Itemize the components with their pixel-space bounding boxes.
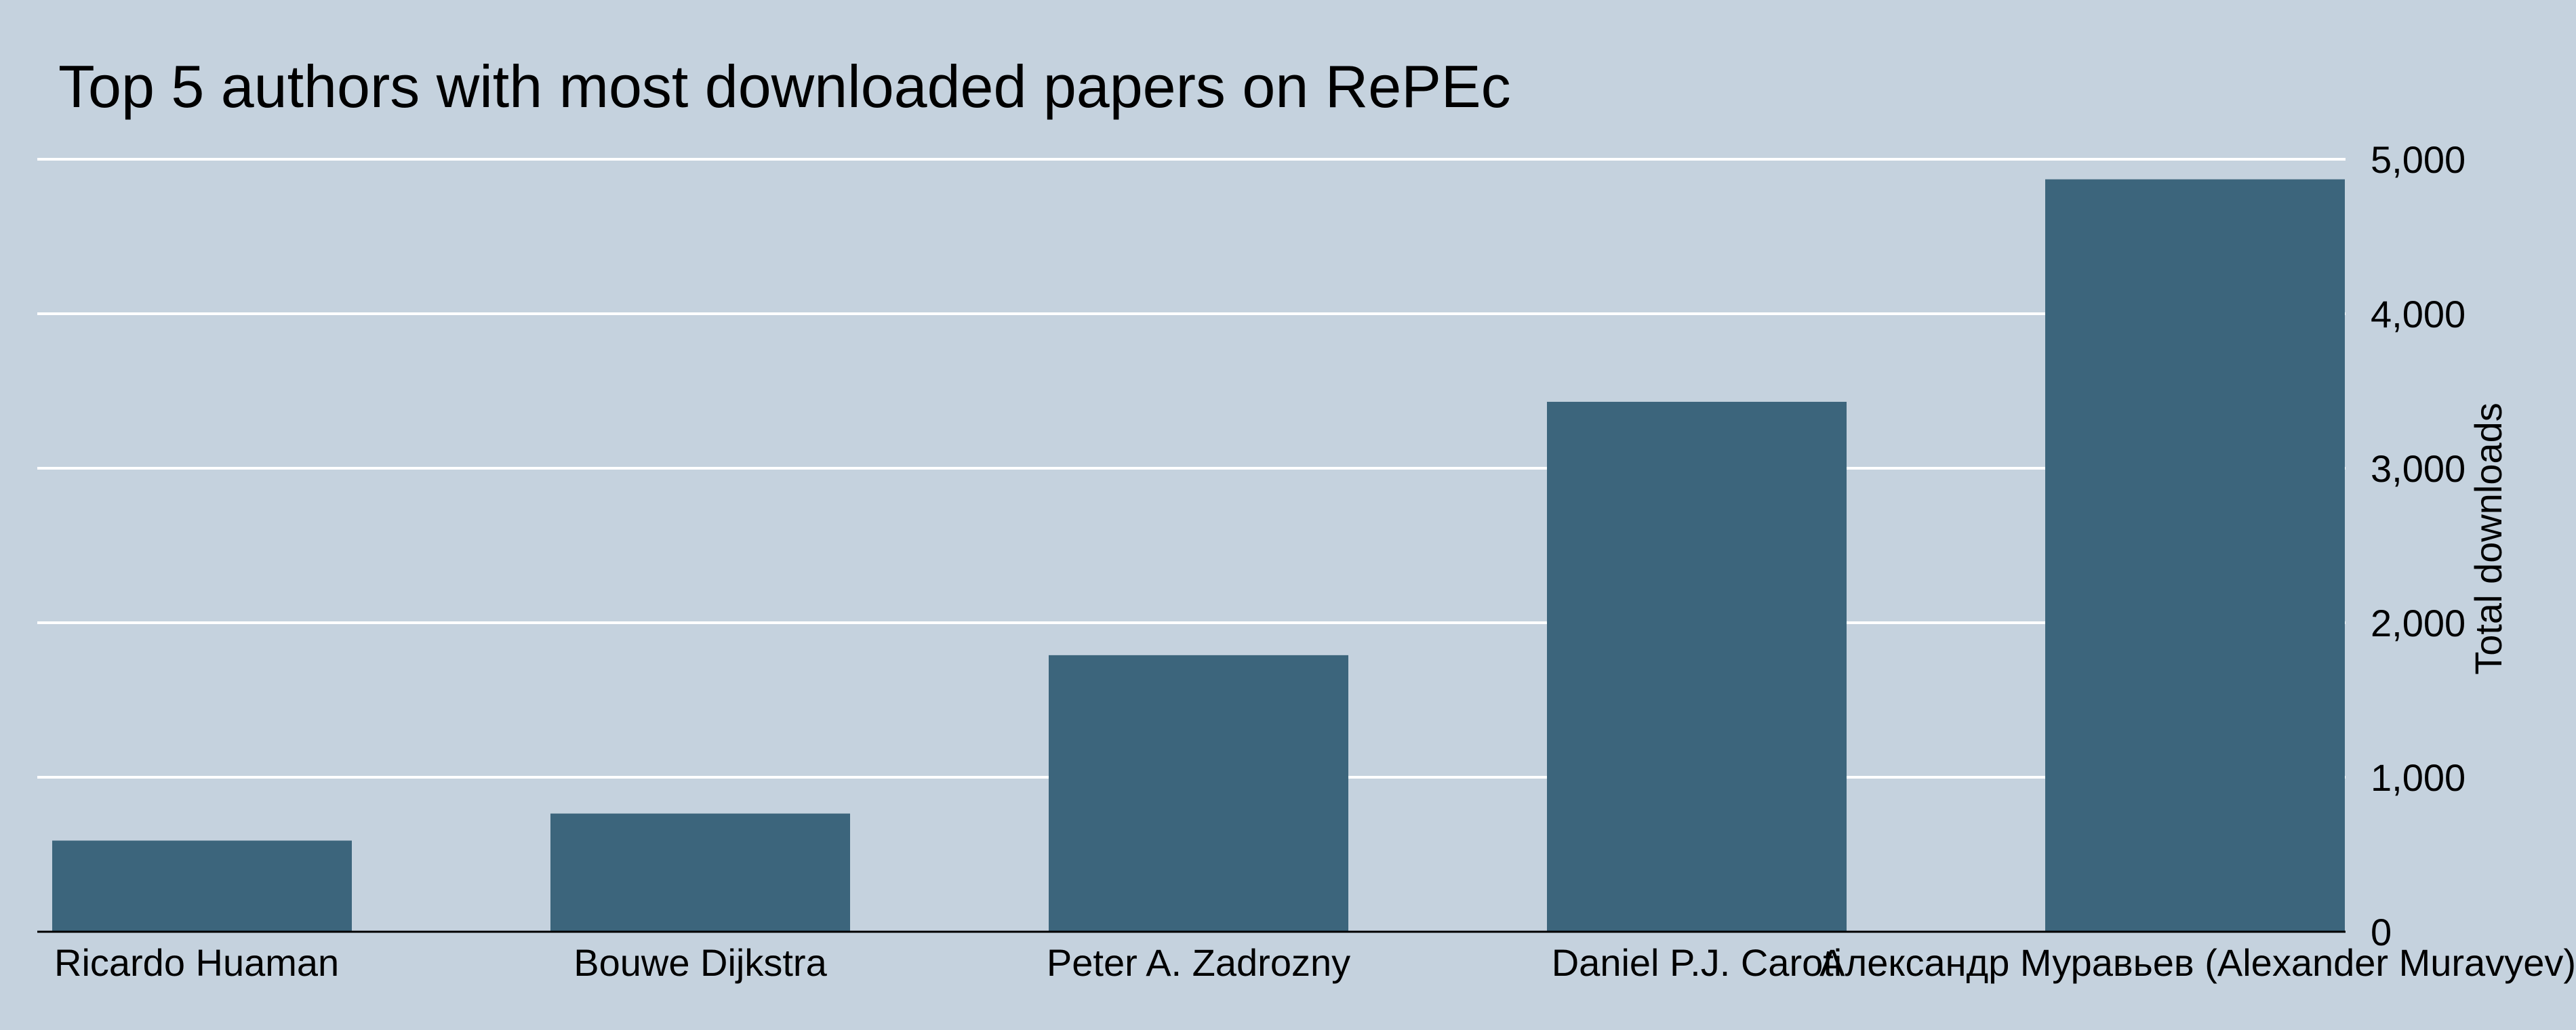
- bars: [52, 179, 2345, 932]
- bar: [1547, 401, 1847, 932]
- y-axis-title: Total downloads: [2467, 403, 2510, 675]
- y-tick-label: 1,000: [2371, 756, 2466, 799]
- category-labels: Ricardo Huaman Bouwe Dijkstra Peter A. Zad…: [54, 941, 2576, 984]
- y-tick-label: 5,000: [2371, 138, 2466, 181]
- y-tick-label: 4,000: [2371, 293, 2466, 335]
- bar: [1049, 655, 1348, 932]
- category-label: Daniel P.J. Caroti: [1552, 941, 1843, 984]
- bar: [2045, 179, 2345, 932]
- y-tick-label: 0: [2371, 911, 2392, 953]
- bar: [52, 840, 352, 932]
- y-axis-ticks: 0 1,000 2,000 3,000 4,000 5,000: [2371, 138, 2466, 953]
- category-label: Ricardo Huaman: [54, 941, 339, 984]
- gridlines: [37, 158, 2346, 779]
- y-tick-label: 2,000: [2371, 602, 2466, 644]
- y-tick-label: 3,000: [2371, 447, 2466, 490]
- category-label: Bouwe Dijkstra: [573, 941, 827, 984]
- category-label: Александр Муравьев (Alexander Muravyev): [1819, 941, 2576, 984]
- category-label: Peter A. Zadrozny: [1047, 941, 1350, 984]
- chart-title: Top 5 authors with most downloaded paper…: [58, 53, 1511, 120]
- bar: [550, 813, 850, 932]
